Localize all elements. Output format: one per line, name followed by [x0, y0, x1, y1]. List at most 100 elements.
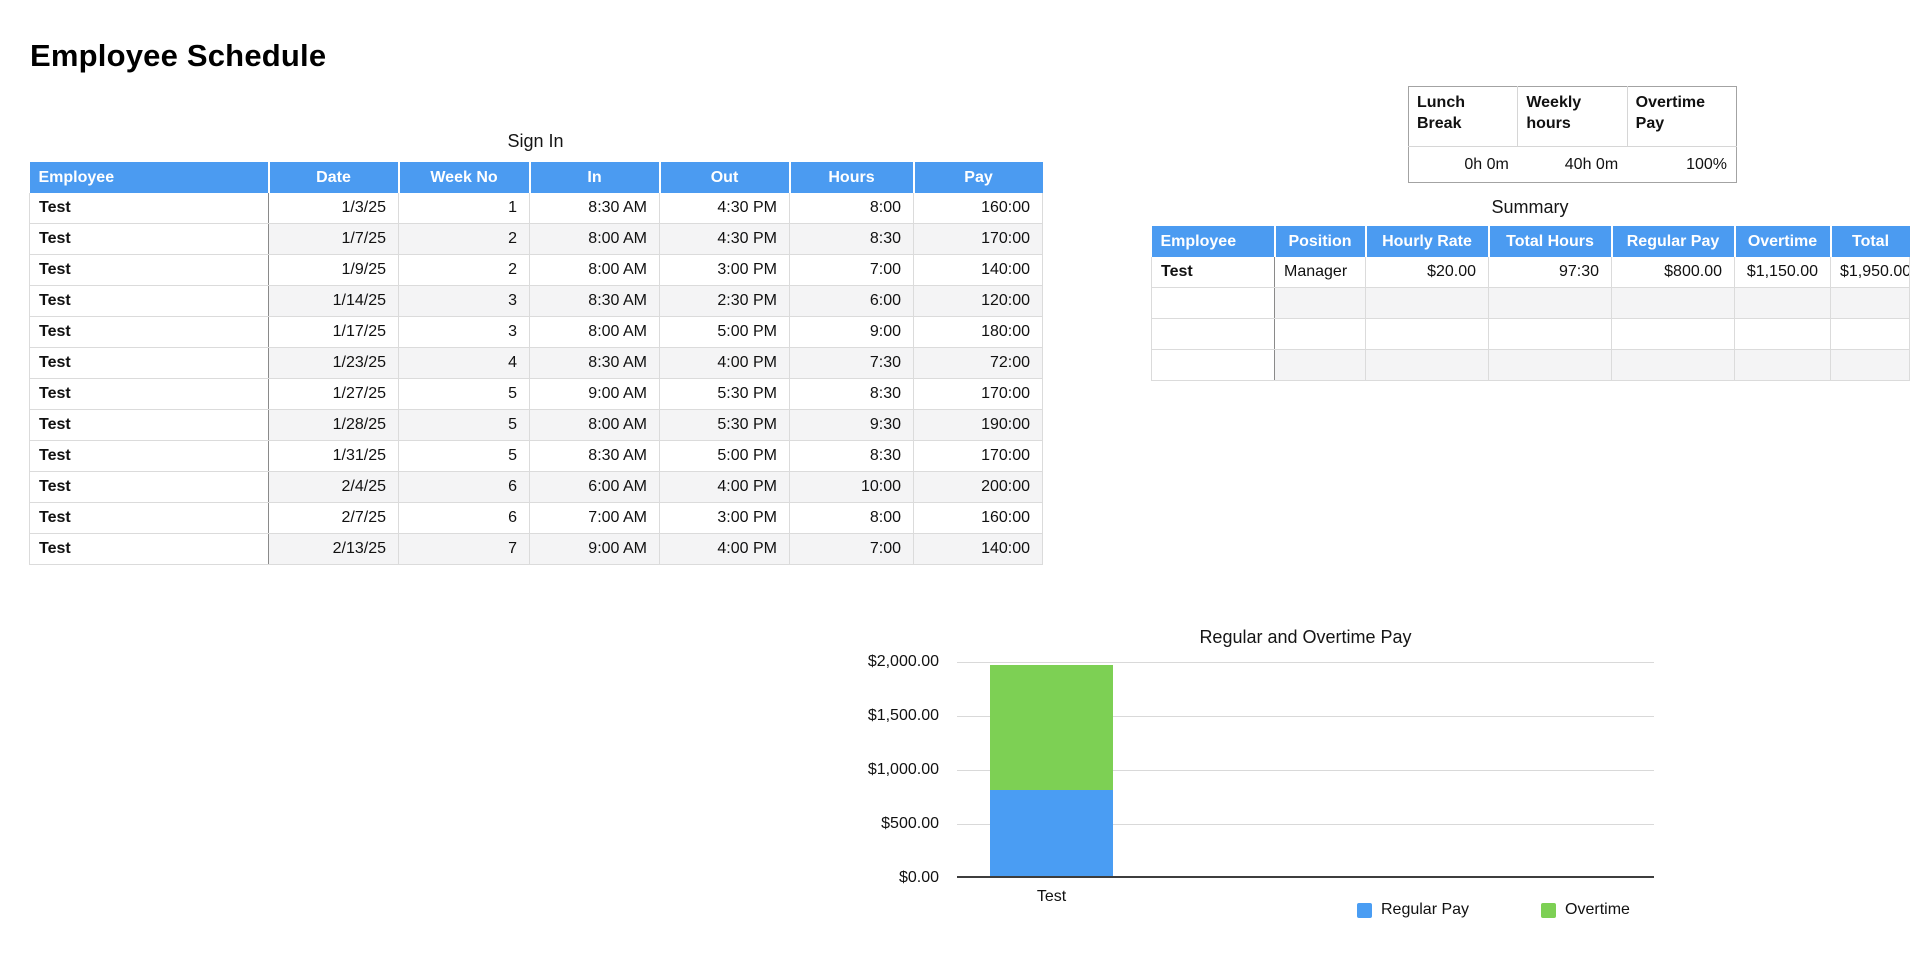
sign-in-cell[interactable]: Test [29, 471, 269, 503]
sign-in-column-header[interactable]: Week No [398, 162, 531, 193]
sign-in-cell[interactable]: 6 [398, 471, 530, 503]
sign-in-cell[interactable]: 8:00 AM [529, 316, 660, 348]
summary-cell[interactable]: $20.00 [1365, 257, 1489, 288]
summary-cell[interactable] [1734, 287, 1831, 319]
bar-segment-regular-pay[interactable] [990, 789, 1113, 876]
summary-column-header[interactable]: Regular Pay [1611, 226, 1736, 257]
sign-in-cell[interactable]: 8:30 AM [529, 193, 660, 224]
summary-cell[interactable] [1488, 349, 1612, 381]
sign-in-cell[interactable]: 6:00 [789, 285, 914, 317]
sign-in-cell[interactable]: 72:00 [913, 347, 1043, 379]
summary-cell[interactable] [1274, 287, 1366, 319]
sign-in-cell[interactable]: 3 [398, 285, 530, 317]
sign-in-cell[interactable]: 3:00 PM [659, 254, 790, 286]
sign-in-cell[interactable]: 5 [398, 409, 530, 441]
summary-cell[interactable] [1734, 349, 1831, 381]
sign-in-cell[interactable]: 6 [398, 502, 530, 534]
summary-cell[interactable] [1274, 349, 1366, 381]
sign-in-column-header[interactable]: Out [659, 162, 791, 193]
sign-in-cell[interactable]: 4:00 PM [659, 347, 790, 379]
sign-in-cell[interactable]: 140:00 [913, 533, 1043, 565]
summary-cell[interactable] [1830, 349, 1910, 381]
summary-cell[interactable]: Test [1151, 257, 1275, 288]
sign-in-cell[interactable]: 5 [398, 440, 530, 472]
sign-in-cell[interactable]: 8:30 [789, 440, 914, 472]
summary-cell[interactable]: 97:30 [1488, 257, 1612, 288]
sign-in-cell[interactable]: 1/3/25 [268, 193, 399, 224]
sign-in-cell[interactable]: Test [29, 254, 269, 286]
summary-cell[interactable] [1151, 349, 1275, 381]
sign-in-column-header[interactable]: Employee [29, 162, 270, 193]
summary-cell[interactable] [1611, 349, 1735, 381]
sign-in-cell[interactable]: 8:00 [789, 193, 914, 224]
sign-in-cell[interactable]: 2/13/25 [268, 533, 399, 565]
settings-cell[interactable]: 0h 0m [1408, 146, 1518, 183]
sign-in-cell[interactable]: 8:00 [789, 502, 914, 534]
sign-in-cell[interactable]: 1/27/25 [268, 378, 399, 410]
summary-cell[interactable]: $800.00 [1611, 257, 1735, 288]
sign-in-cell[interactable]: 5:30 PM [659, 378, 790, 410]
sign-in-cell[interactable]: Test [29, 533, 269, 565]
sign-in-cell[interactable]: 8:30 AM [529, 285, 660, 317]
sign-in-cell[interactable]: 4:30 PM [659, 223, 790, 255]
sign-in-cell[interactable]: Test [29, 378, 269, 410]
summary-cell[interactable] [1488, 287, 1612, 319]
sign-in-cell[interactable]: 5:30 PM [659, 409, 790, 441]
sign-in-cell[interactable]: 1/14/25 [268, 285, 399, 317]
summary-cell[interactable] [1151, 287, 1275, 319]
sign-in-cell[interactable]: Test [29, 193, 269, 224]
sign-in-cell[interactable]: 1/17/25 [268, 316, 399, 348]
summary-cell[interactable] [1151, 318, 1275, 350]
sign-in-cell[interactable]: Test [29, 223, 269, 255]
sign-in-cell[interactable]: 5:00 PM [659, 440, 790, 472]
sign-in-cell[interactable]: 5 [398, 378, 530, 410]
sign-in-cell[interactable]: 8:30 AM [529, 440, 660, 472]
sign-in-cell[interactable]: 1/9/25 [268, 254, 399, 286]
sign-in-cell[interactable]: 5:00 PM [659, 316, 790, 348]
sign-in-cell[interactable]: 8:30 [789, 378, 914, 410]
summary-column-header[interactable]: Overtime [1734, 226, 1832, 257]
sign-in-cell[interactable]: 160:00 [913, 193, 1043, 224]
summary-cell[interactable]: $1,150.00 [1734, 257, 1831, 288]
sign-in-cell[interactable]: 7:00 AM [529, 502, 660, 534]
pay-chart-plot[interactable]: Test [957, 662, 1654, 905]
summary-cell[interactable] [1274, 318, 1366, 350]
sign-in-cell[interactable]: 8:00 AM [529, 254, 660, 286]
sign-in-cell[interactable]: 170:00 [913, 223, 1043, 255]
sign-in-column-header[interactable]: Hours [789, 162, 915, 193]
sign-in-cell[interactable]: 4:00 PM [659, 471, 790, 503]
sign-in-cell[interactable]: 2/4/25 [268, 471, 399, 503]
sign-in-column-header[interactable]: Pay [913, 162, 1043, 193]
sign-in-cell[interactable]: 9:30 [789, 409, 914, 441]
sign-in-cell[interactable]: 2 [398, 254, 530, 286]
summary-cell[interactable]: Manager [1274, 257, 1366, 288]
sign-in-cell[interactable]: 1/28/25 [268, 409, 399, 441]
stacked-bar[interactable] [990, 665, 1113, 876]
sign-in-cell[interactable]: Test [29, 502, 269, 534]
sign-in-cell[interactable]: 4:30 PM [659, 193, 790, 224]
sign-in-cell[interactable]: 3:00 PM [659, 502, 790, 534]
sign-in-cell[interactable]: 140:00 [913, 254, 1043, 286]
summary-column-header[interactable]: Hourly Rate [1365, 226, 1490, 257]
sign-in-cell[interactable]: 2 [398, 223, 530, 255]
bar-segment-overtime[interactable] [990, 665, 1113, 790]
sign-in-cell[interactable]: 200:00 [913, 471, 1043, 503]
sign-in-cell[interactable]: 1/23/25 [268, 347, 399, 379]
settings-cell[interactable]: 100% [1627, 146, 1737, 183]
sign-in-cell[interactable]: 6:00 AM [529, 471, 660, 503]
sign-in-cell[interactable]: Test [29, 285, 269, 317]
summary-cell[interactable] [1830, 287, 1910, 319]
summary-cell[interactable] [1365, 349, 1489, 381]
summary-table[interactable]: Employee Position Hourly Rate Total Hours Re… [1151, 226, 1910, 381]
summary-column-header[interactable]: Total [1830, 226, 1910, 257]
sign-in-cell[interactable]: 9:00 AM [529, 533, 660, 565]
sign-in-cell[interactable]: 180:00 [913, 316, 1043, 348]
sign-in-cell[interactable]: 2/7/25 [268, 502, 399, 534]
summary-cell[interactable] [1734, 318, 1831, 350]
sign-in-cell[interactable]: 1/31/25 [268, 440, 399, 472]
sign-in-cell[interactable]: Test [29, 409, 269, 441]
summary-cell[interactable] [1365, 287, 1489, 319]
sign-in-cell[interactable]: Test [29, 316, 269, 348]
settings-column-header[interactable]: Weekly hours [1517, 86, 1628, 147]
sign-in-cell[interactable]: Test [29, 347, 269, 379]
